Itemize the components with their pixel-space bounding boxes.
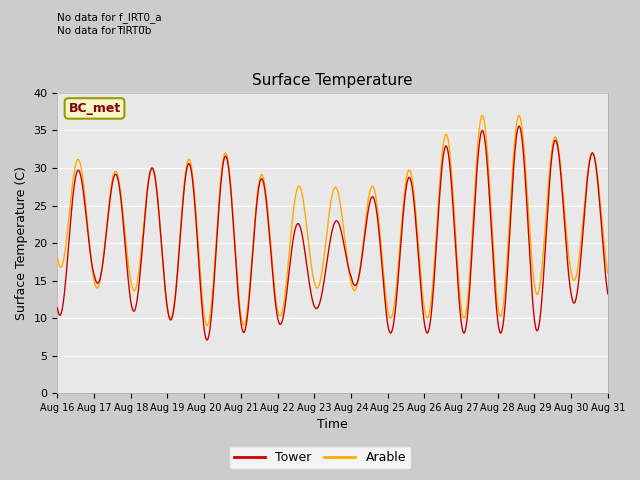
Text: BC_met: BC_met xyxy=(68,102,121,115)
Title: Surface Temperature: Surface Temperature xyxy=(252,72,413,87)
X-axis label: Time: Time xyxy=(317,419,348,432)
Y-axis label: Surface Temperature (C): Surface Temperature (C) xyxy=(15,166,28,320)
Legend: Tower, Arable: Tower, Arable xyxy=(229,446,411,469)
Text: No data for f_IRT0_a: No data for f_IRT0_a xyxy=(58,12,162,23)
Text: No data for f̅IRT0̅b: No data for f̅IRT0̅b xyxy=(58,26,152,36)
